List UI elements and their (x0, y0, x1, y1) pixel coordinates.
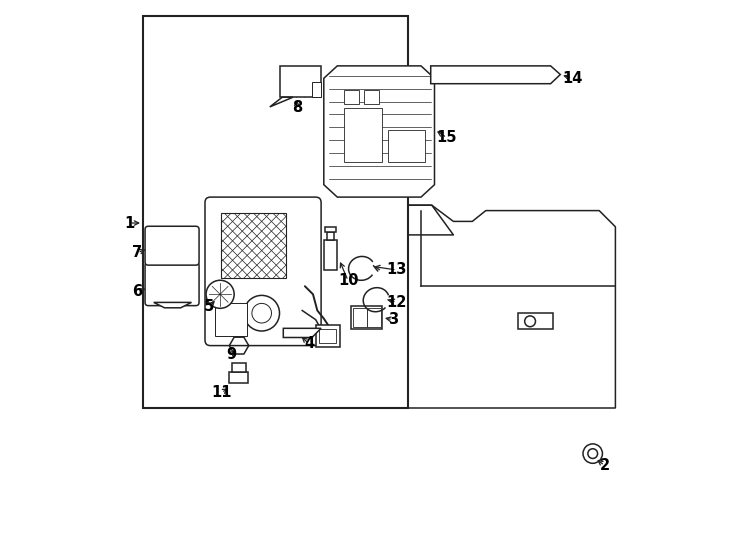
Bar (518, 313, 553, 329)
Bar (229, 372, 248, 383)
Text: 3: 3 (388, 312, 398, 327)
Circle shape (244, 295, 280, 331)
Circle shape (525, 316, 536, 327)
FancyBboxPatch shape (145, 226, 199, 265)
Circle shape (588, 449, 597, 458)
Bar (316, 325, 340, 347)
Text: 7: 7 (132, 245, 142, 260)
Bar (143, 16, 407, 408)
Circle shape (206, 280, 234, 308)
Bar (351, 306, 382, 329)
Text: 5: 5 (204, 299, 214, 314)
Bar (221, 213, 286, 278)
Text: 14: 14 (562, 71, 582, 86)
Bar (388, 130, 425, 162)
Text: 11: 11 (211, 385, 231, 400)
Text: 8: 8 (291, 100, 302, 116)
FancyBboxPatch shape (145, 262, 199, 306)
Text: 1: 1 (124, 215, 134, 231)
Bar (353, 308, 367, 327)
FancyBboxPatch shape (205, 197, 321, 346)
Text: 2: 2 (600, 458, 610, 473)
Polygon shape (153, 302, 192, 308)
Bar (367, 308, 381, 327)
Polygon shape (431, 66, 560, 84)
Text: 12: 12 (387, 295, 407, 310)
Text: 10: 10 (338, 273, 358, 288)
Circle shape (583, 444, 603, 463)
Bar (364, 90, 379, 104)
Circle shape (252, 303, 272, 323)
Text: 4: 4 (304, 336, 314, 352)
Text: 13: 13 (387, 262, 407, 278)
Bar (344, 108, 382, 162)
Bar (327, 232, 334, 240)
Bar (232, 363, 245, 372)
Bar (280, 66, 321, 97)
Text: 9: 9 (226, 347, 236, 362)
Text: 6: 6 (132, 284, 142, 299)
Bar (324, 240, 337, 270)
Bar (344, 90, 360, 104)
Bar (319, 329, 335, 343)
Bar (325, 227, 335, 232)
Text: 15: 15 (437, 130, 457, 145)
Bar (215, 303, 247, 336)
Polygon shape (283, 328, 321, 338)
Bar (311, 82, 321, 97)
Polygon shape (270, 97, 293, 107)
Polygon shape (324, 66, 435, 197)
